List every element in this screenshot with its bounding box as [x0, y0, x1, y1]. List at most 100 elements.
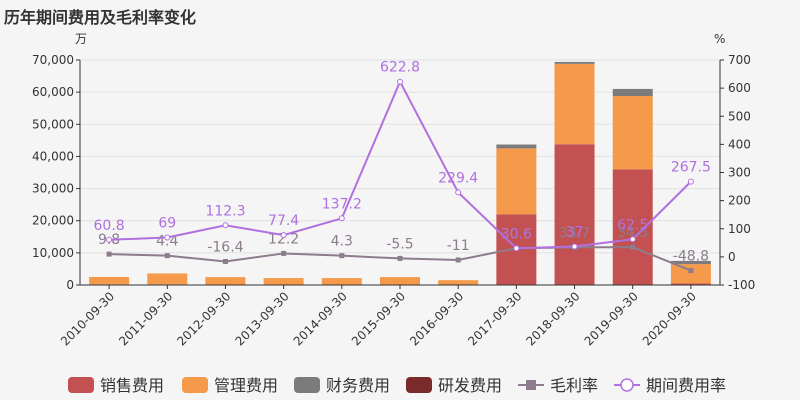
data-label: 112.3	[205, 203, 245, 219]
tick-label-right: -100	[728, 278, 755, 292]
tick-label-left: 0	[66, 278, 74, 292]
legend-label: 期间费用率	[646, 376, 726, 395]
legend-label: 销售费用	[100, 376, 164, 395]
bar-segment	[554, 61, 595, 64]
data-point	[222, 258, 228, 264]
data-point	[164, 234, 171, 241]
data-point	[687, 178, 694, 185]
tick-label-x: 2016-09-30	[407, 289, 466, 348]
bar-segment	[554, 63, 595, 145]
tick-label-right: 400	[728, 137, 751, 151]
data-label: 30.6	[501, 226, 532, 242]
data-label: 69	[158, 215, 176, 231]
data-point	[397, 78, 403, 85]
tick-label-left: 20,000	[32, 214, 74, 228]
tick-label-x: 2014-09-30	[291, 289, 350, 348]
series-line	[109, 79, 692, 250]
data-label: 34.5	[617, 225, 648, 241]
data-label: 33.7	[559, 225, 590, 241]
data-label: -16.4	[207, 239, 243, 255]
data-point	[338, 215, 345, 222]
data-point	[455, 257, 461, 263]
legend-label: 管理费用	[214, 376, 278, 395]
legend-swatch	[182, 377, 208, 393]
tick-label-right: 0	[728, 250, 736, 264]
tick-label-right: 500	[728, 109, 751, 123]
data-label: 77.4	[268, 213, 299, 229]
data-label: 30.6	[501, 226, 532, 242]
bar-segment	[612, 96, 653, 170]
data-point	[630, 244, 636, 250]
data-label: 137.2	[322, 196, 362, 212]
bar-segment	[147, 273, 188, 285]
bar-segment	[205, 277, 246, 285]
bar-segment	[554, 144, 595, 285]
bar-segment	[496, 148, 537, 215]
data-point	[688, 268, 694, 274]
bar-segment	[670, 264, 711, 284]
legend-marker	[620, 378, 634, 392]
tick-label-x: 2012-09-30	[174, 289, 233, 348]
tick-label-right: 700	[728, 53, 751, 67]
tick-label-right: 300	[728, 166, 751, 180]
data-point	[629, 236, 636, 243]
tick-label-left: 70,000	[32, 53, 74, 67]
data-label: 62.5	[617, 217, 648, 233]
tick-label-right: 200	[728, 194, 751, 208]
tick-label-left: 50,000	[32, 117, 74, 131]
legend-label: 研发费用	[438, 376, 502, 395]
data-point	[106, 251, 112, 257]
bar-segment	[670, 283, 711, 285]
data-point	[280, 232, 287, 239]
tick-label-x: 2011-09-30	[116, 289, 175, 348]
bar-segment	[380, 277, 420, 285]
data-point	[455, 189, 462, 196]
bar-segment	[670, 260, 711, 265]
data-point	[222, 222, 229, 229]
data-label: 12.2	[268, 231, 299, 247]
bar-segment	[496, 144, 537, 149]
chart-title: 历年期间费用及毛利率变化	[4, 8, 197, 27]
data-point	[164, 253, 170, 259]
bar-segment	[89, 276, 130, 285]
data-point	[106, 236, 113, 243]
data-label: -5.5	[386, 236, 413, 252]
legend-label: 财务费用	[326, 376, 390, 395]
tick-label-x: 2013-09-30	[233, 289, 292, 348]
data-point	[571, 243, 578, 250]
legend-label: 毛利率	[550, 376, 598, 395]
data-point	[513, 245, 520, 252]
tick-label-x: 2018-09-30	[523, 289, 582, 348]
bar-segment	[438, 280, 479, 285]
data-point	[339, 253, 345, 259]
data-point	[281, 250, 287, 256]
tick-label-x: 2019-09-30	[582, 289, 641, 348]
bar-segment	[612, 88, 653, 96]
legend-swatch	[294, 377, 320, 393]
unit-left: 万	[75, 32, 87, 46]
legend-marker	[526, 380, 536, 390]
tick-label-right: 100	[728, 222, 751, 236]
tick-label-x: 2017-09-30	[465, 289, 524, 348]
tick-label-x: 2020-09-30	[640, 289, 699, 348]
legend-swatch	[406, 377, 432, 393]
data-label: 229.4	[438, 170, 478, 186]
data-label: -48.8	[673, 249, 709, 265]
bar-segment	[321, 278, 362, 285]
tick-label-x: 2015-09-30	[349, 289, 408, 348]
data-label: 60.8	[94, 218, 125, 234]
tick-label-left: 60,000	[32, 85, 74, 99]
tick-label-left: 30,000	[32, 182, 74, 196]
tick-label-left: 40,000	[32, 149, 74, 163]
unit-right: %	[714, 32, 725, 46]
tick-label-left: 10,000	[32, 246, 74, 260]
data-label: 37	[566, 224, 584, 240]
data-label: 4.3	[331, 234, 353, 250]
bar-segment	[263, 278, 304, 285]
data-label: 267.5	[671, 160, 711, 176]
tick-label-x: 2010-09-30	[58, 289, 117, 348]
data-label: 622.8	[380, 60, 420, 76]
tick-label-right: 600	[728, 81, 751, 95]
data-point	[397, 255, 403, 261]
data-label: -11	[447, 238, 470, 254]
